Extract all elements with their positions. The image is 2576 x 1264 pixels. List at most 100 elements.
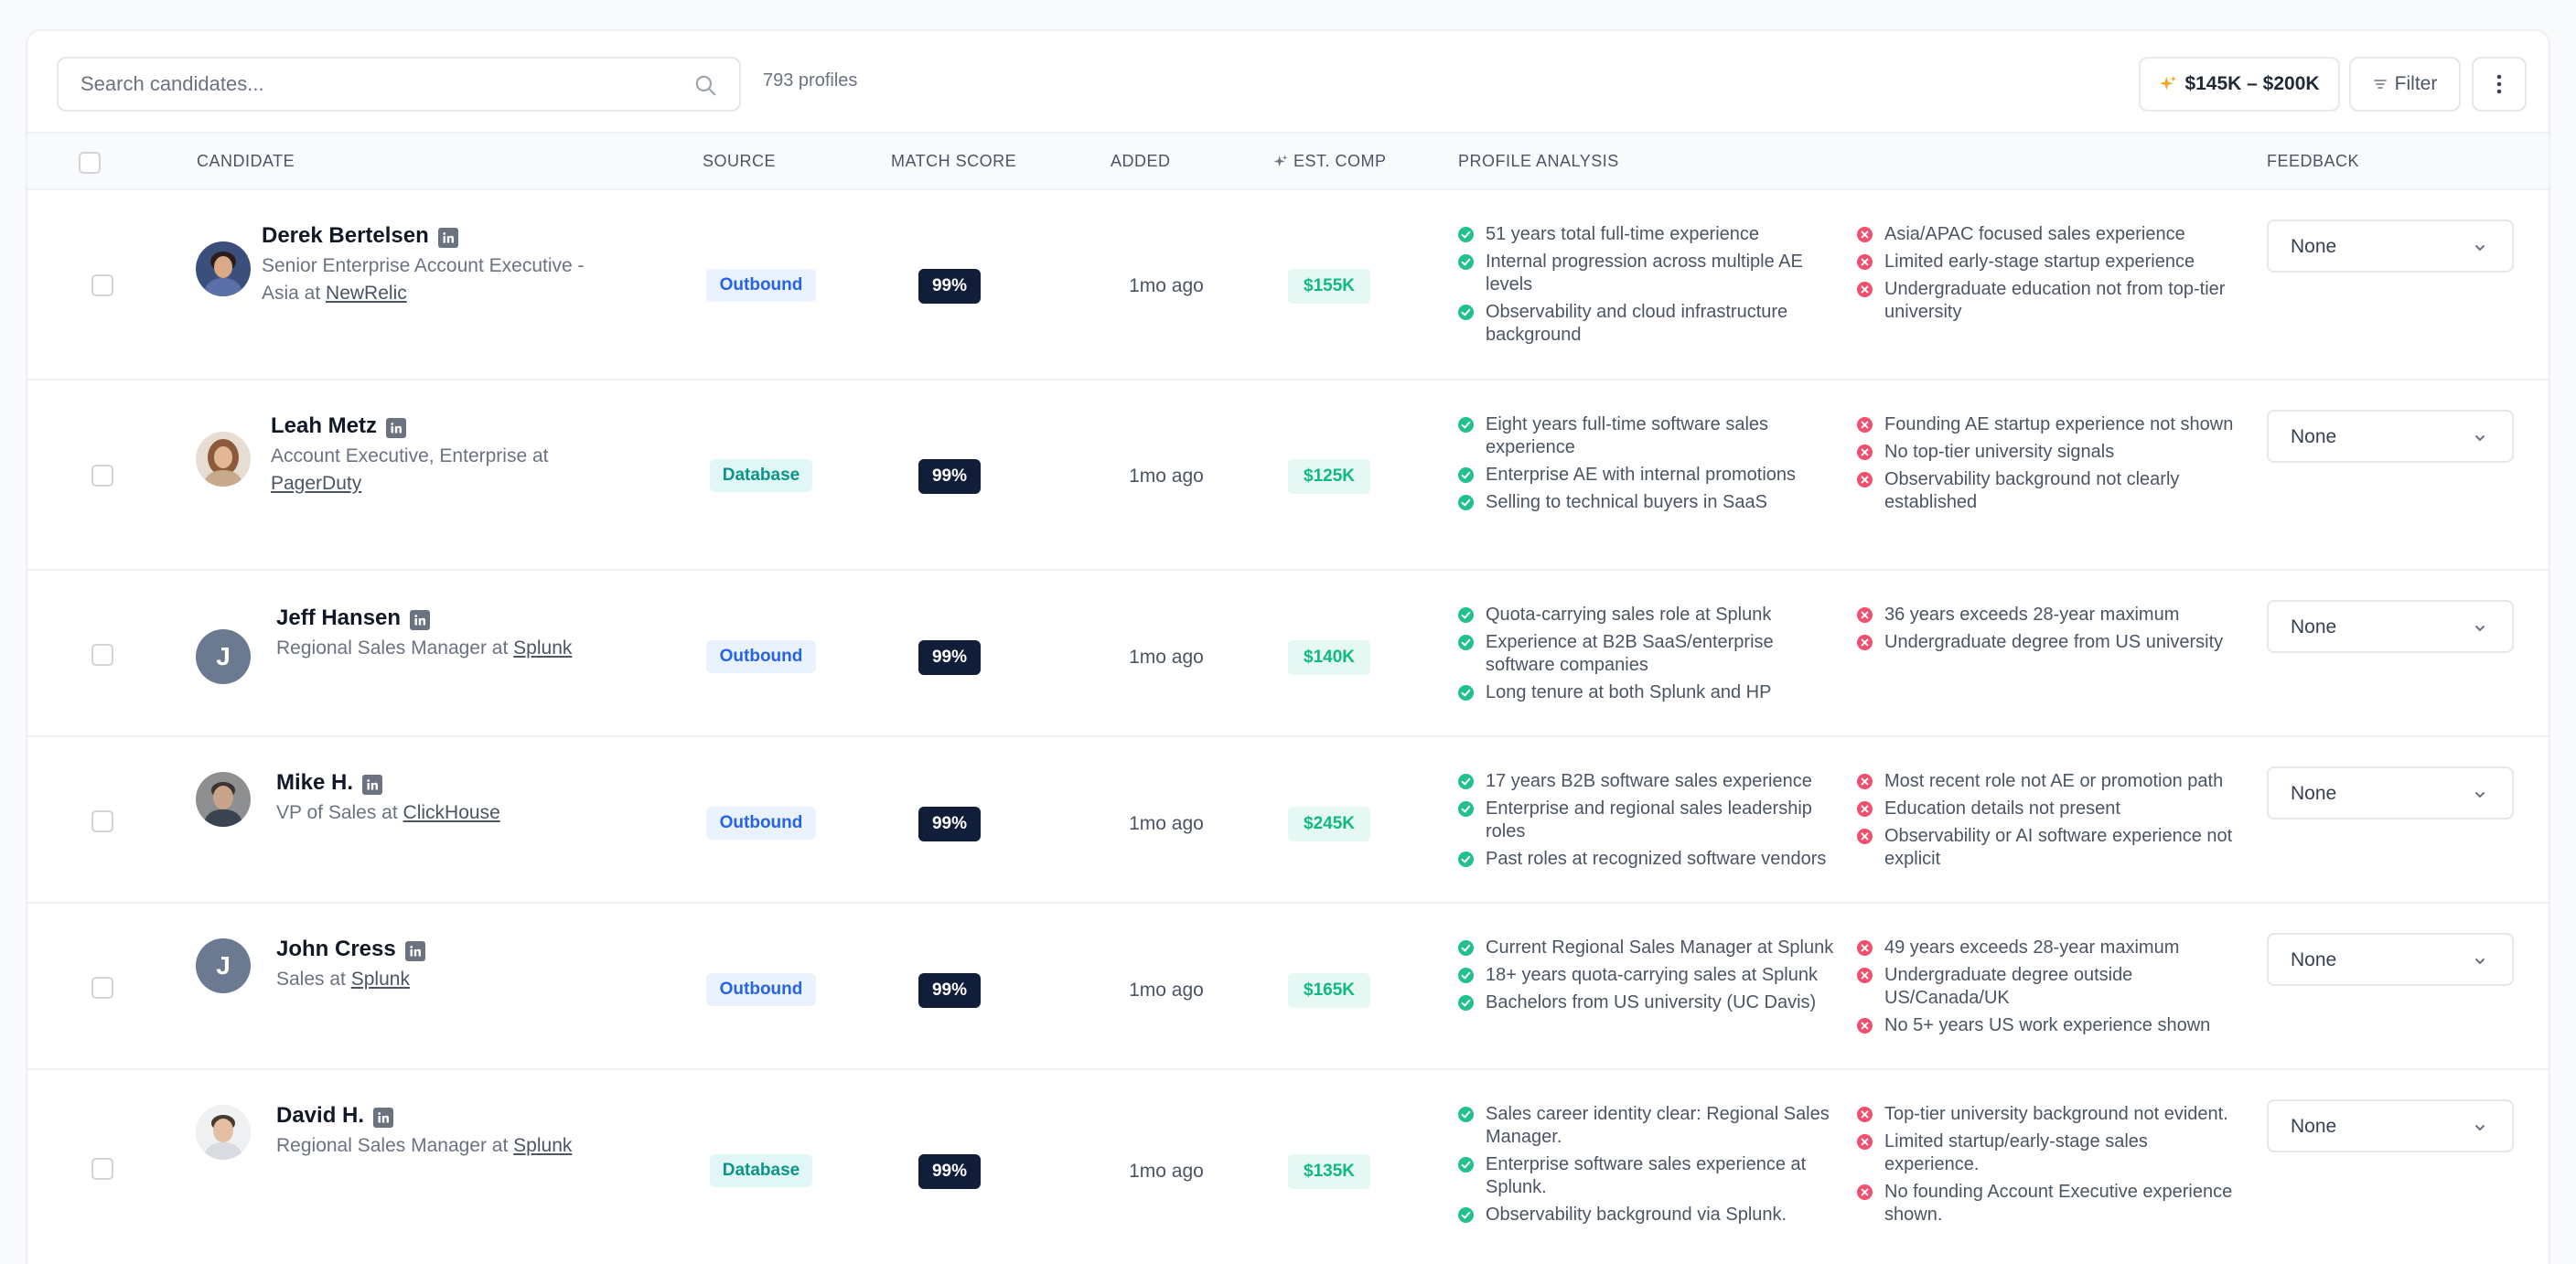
match-score-badge: 99% (918, 807, 981, 841)
feedback-select[interactable]: None (2267, 410, 2514, 463)
candidate-name[interactable]: Leah Metz (271, 413, 378, 438)
feedback-select[interactable]: None (2267, 1099, 2514, 1152)
feedback-value: None (2291, 236, 2337, 257)
row-checkbox[interactable] (91, 810, 113, 832)
concern-item: Undergraduate degree from US university (1857, 631, 2241, 654)
company-link[interactable]: Splunk (350, 969, 410, 990)
company-link[interactable]: PagerDuty (271, 473, 362, 494)
candidate-info: John Cress Sales at Splunk (276, 937, 642, 993)
check-circle-icon (1458, 607, 1474, 623)
concern-text: Top-tier university background not evide… (1884, 1104, 2228, 1124)
toolbar: 793 profiles $145K – $200K Filter (27, 31, 2549, 132)
feedback-select[interactable]: None (2267, 220, 2514, 273)
x-circle-icon (1857, 940, 1873, 956)
strength-item: Quota-carrying sales role at Splunk (1458, 604, 1842, 627)
column-feedback: FEEDBACK (2267, 152, 2360, 170)
strength-text: Observability background via Splunk. (1486, 1205, 1787, 1225)
avatar: J (196, 629, 251, 684)
check-circle-icon (1458, 1107, 1474, 1122)
search-box[interactable] (57, 57, 741, 112)
candidate-info: Derek Bertelsen Senior Enterprise Accoun… (262, 223, 628, 307)
column-added[interactable]: ADDED (1111, 152, 1171, 170)
row-checkbox[interactable] (91, 977, 113, 999)
person-photo-icon (196, 1105, 251, 1160)
table-row[interactable]: Mike H. VP of Sales at ClickHouse Outbou… (27, 737, 2549, 904)
concern-item: Limited early-stage startup experience (1857, 251, 2241, 273)
concern-item: 36 years exceeds 28-year maximum (1857, 604, 2241, 627)
select-all-checkbox[interactable] (79, 152, 101, 174)
chevron-down-icon (2475, 792, 2485, 798)
company-link[interactable]: Splunk (513, 1135, 573, 1156)
comp-range-button[interactable]: $145K – $200K (2139, 57, 2340, 112)
candidate-title: Sales at Splunk (276, 966, 642, 993)
candidate-name[interactable]: David H. (276, 1103, 365, 1128)
candidate-name[interactable]: John Cress (276, 937, 396, 961)
feedback-select[interactable]: None (2267, 766, 2514, 819)
table-row[interactable]: Derek Bertelsen Senior Enterprise Accoun… (27, 190, 2549, 380)
x-circle-icon (1857, 254, 1873, 270)
candidate-name[interactable]: Derek Bertelsen (262, 223, 429, 248)
concern-item: Observability background not clearly est… (1857, 468, 2241, 514)
column-source[interactable]: SOURCE (703, 152, 777, 170)
strengths-list: Quota-carrying sales role at Splunk Expe… (1458, 604, 1842, 709)
feedback-select[interactable]: None (2267, 933, 2514, 986)
row-checkbox[interactable] (91, 274, 113, 296)
sparkle-icon (2160, 75, 2177, 91)
column-candidate[interactable]: CANDIDATE (197, 152, 295, 170)
concerns-list: 49 years exceeds 28-year maximum Undergr… (1857, 937, 2241, 1042)
concern-text: Limited early-stage startup experience (1884, 252, 2195, 272)
candidate-name[interactable]: Jeff Hansen (276, 605, 402, 630)
column-match-score[interactable]: MATCH SCORE (891, 152, 1017, 170)
person-photo-icon (196, 241, 251, 296)
strengths-list: 17 years B2B software sales experience E… (1458, 770, 1842, 875)
company-link[interactable]: NewRelic (326, 283, 407, 304)
company-link[interactable]: ClickHouse (402, 802, 500, 823)
linkedin-icon[interactable] (362, 775, 383, 795)
check-circle-icon (1458, 968, 1474, 983)
concern-text: Observability background not clearly est… (1884, 469, 2180, 512)
row-checkbox[interactable] (91, 1158, 113, 1180)
filter-button[interactable]: Filter (2349, 57, 2461, 112)
linkedin-icon[interactable] (404, 941, 425, 961)
check-circle-icon (1458, 995, 1474, 1011)
search-icon[interactable] (693, 73, 717, 97)
candidate-title: VP of Sales at ClickHouse (276, 799, 642, 827)
column-profile-analysis: PROFILE ANALYSIS (1458, 152, 1619, 170)
concern-text: Founding AE startup experience not shown (1884, 414, 2234, 434)
strength-text: Selling to technical buyers in SaaS (1486, 492, 1767, 512)
concern-item: Observability or AI software experience … (1857, 825, 2241, 871)
strength-text: 51 years total full-time experience (1486, 224, 1760, 244)
concern-text: 36 years exceeds 28-year maximum (1884, 605, 2180, 625)
linkedin-icon[interactable] (386, 418, 407, 438)
linkedin-icon[interactable] (437, 228, 458, 248)
concern-text: 49 years exceeds 28-year maximum (1884, 937, 2180, 958)
candidate-title-text: Asia at (262, 283, 321, 304)
concerns-list: 36 years exceeds 28-year maximum Undergr… (1857, 604, 2241, 659)
linkedin-icon[interactable] (373, 1108, 394, 1128)
strength-item: Eight years full-time software sales exp… (1458, 413, 1842, 459)
search-input[interactable] (59, 59, 739, 110)
concern-item: Founding AE startup experience not shown (1857, 413, 2241, 436)
linkedin-icon[interactable] (410, 610, 431, 630)
column-est-comp-label: EST. COMP (1293, 152, 1387, 170)
candidate-title-text: Sales at (276, 969, 346, 990)
table-row[interactable]: J Jeff Hansen Regional Sales Manager at … (27, 571, 2549, 737)
company-link[interactable]: Splunk (513, 637, 573, 659)
concern-text: No founding Account Executive experience… (1884, 1182, 2233, 1225)
sparkle-icon (1273, 155, 1288, 166)
est-comp-badge: $165K (1288, 973, 1370, 1008)
feedback-select[interactable]: None (2267, 600, 2514, 653)
avatar: J (196, 938, 251, 993)
column-est-comp[interactable]: EST. COMP (1273, 152, 1387, 171)
more-options-button[interactable] (2472, 57, 2527, 112)
strength-text: Internal progression across multiple AE … (1486, 252, 1803, 295)
row-checkbox[interactable] (91, 465, 113, 487)
table-row[interactable]: Leah Metz Account Executive, Enterprise … (27, 380, 2549, 571)
table-row[interactable]: David H. Regional Sales Manager at Splun… (27, 1070, 2549, 1264)
strength-item: Sales career identity clear: Regional Sa… (1458, 1103, 1842, 1149)
person-photo-icon (196, 772, 251, 827)
candidate-name[interactable]: Mike H. (276, 770, 354, 795)
concern-item: Most recent role not AE or promotion pat… (1857, 770, 2241, 793)
table-row[interactable]: J John Cress Sales at Splunk Outbound 99… (27, 904, 2549, 1070)
row-checkbox[interactable] (91, 644, 113, 666)
